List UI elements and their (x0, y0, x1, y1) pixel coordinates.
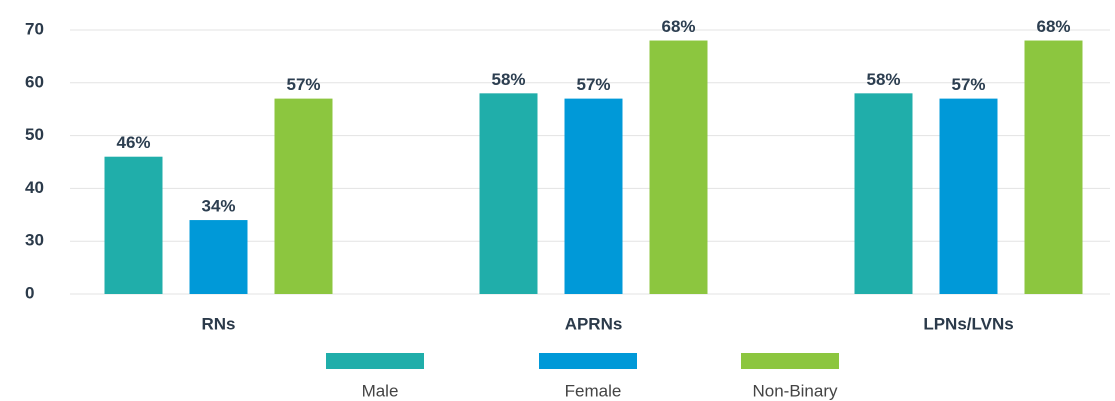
y-tick-label: 0 (25, 283, 34, 302)
legend-swatch (539, 353, 637, 369)
y-tick-label: 50 (25, 125, 44, 144)
bar (1024, 40, 1083, 295)
data-label: 68% (1036, 17, 1070, 36)
legend-label: Non-Binary (752, 381, 838, 400)
bar (649, 40, 708, 295)
bar (479, 93, 538, 294)
legend-label: Male (362, 381, 399, 400)
y-tick-label: 70 (25, 19, 44, 38)
x-tick-label: LPNs/LVNs (923, 314, 1013, 333)
data-label: 68% (661, 17, 695, 36)
data-label: 46% (116, 133, 150, 152)
data-label: 58% (866, 70, 900, 89)
legend-swatch (741, 353, 839, 369)
data-label: 58% (491, 70, 525, 89)
bar (189, 220, 248, 294)
legend-label: Female (565, 381, 622, 400)
bar (104, 156, 163, 294)
data-label: 57% (286, 75, 320, 94)
legend-swatch (326, 353, 424, 369)
y-tick-label: 40 (25, 178, 44, 197)
bar (939, 98, 998, 294)
bar (564, 98, 623, 294)
x-tick-label: RNs (201, 314, 235, 333)
y-tick-label: 60 (25, 72, 44, 91)
x-tick-label: APRNs (565, 314, 623, 333)
data-label: 57% (576, 75, 610, 94)
bar (274, 98, 333, 294)
data-label: 34% (201, 197, 235, 216)
data-label: 57% (951, 75, 985, 94)
bar (854, 93, 913, 294)
y-tick-label: 30 (25, 231, 44, 250)
